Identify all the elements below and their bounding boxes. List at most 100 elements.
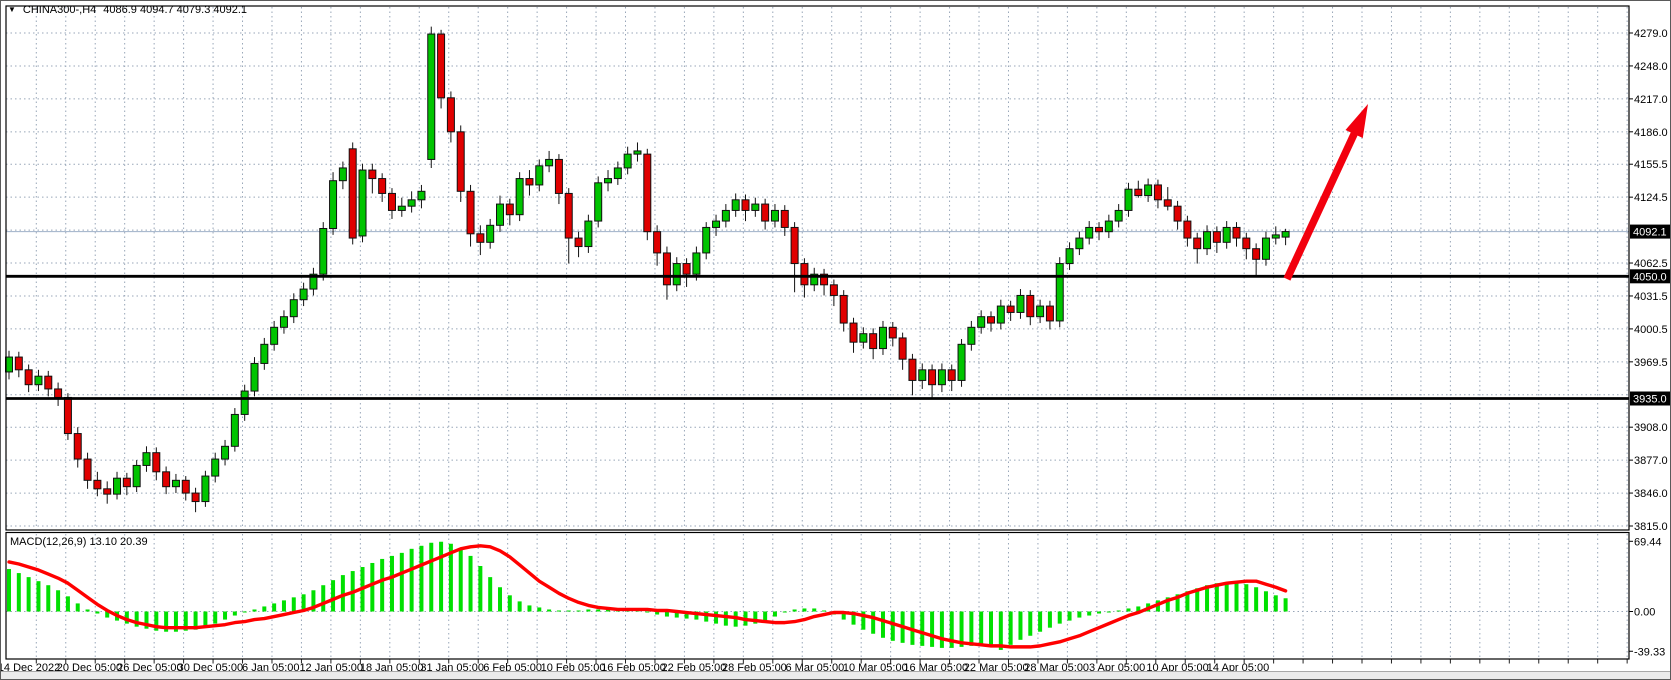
candle-bear — [191, 492, 200, 503]
candle-bull — [702, 226, 711, 254]
candle-bull — [1271, 234, 1280, 239]
candle-bull — [594, 182, 603, 222]
candle-bear — [908, 358, 917, 381]
candle-bull — [211, 458, 220, 477]
candle-bull — [299, 288, 308, 301]
macd-axis-label: -39.33 — [1634, 646, 1665, 658]
candle-bull — [230, 413, 239, 447]
candle-bear — [790, 226, 799, 265]
candle-bull — [260, 343, 269, 364]
symbol-timeframe-label: CHINA300-,H4 — [22, 4, 97, 16]
dropdown-arrow-icon[interactable]: ▼ — [8, 5, 16, 14]
candle-bull — [918, 369, 927, 381]
candle-bear — [63, 396, 72, 435]
candle-bear — [24, 369, 33, 386]
candle-bull — [623, 153, 632, 169]
candle-bear — [1183, 220, 1192, 239]
candle-bear — [741, 199, 750, 211]
price-axis-label: 4062.5 — [1634, 258, 1668, 270]
macd-indicator-label: MACD(12,26,9) 13.10 20.39 — [10, 536, 148, 548]
candle-bear — [1134, 188, 1143, 197]
candle-bear — [162, 471, 171, 488]
candle-bear — [181, 479, 190, 494]
price-tag-label: 3935.0 — [1633, 394, 1667, 406]
candle-bull — [142, 452, 151, 466]
symbol-title: ▼ CHINA300-,H4 4086.9 4094.7 4079.3 4092… — [8, 4, 247, 16]
candle-bull — [221, 445, 230, 460]
candle-bull — [1104, 220, 1113, 233]
candle-bull — [1085, 226, 1094, 239]
candle-bear — [54, 388, 63, 398]
price-tag-current-price — [1630, 224, 1670, 239]
trend-arrow[interactable] — [1283, 104, 1368, 281]
candle-bull — [358, 169, 367, 237]
macd-axis-label: 0.00 — [1634, 607, 1655, 619]
candle-bull — [770, 209, 779, 222]
candle-bear — [820, 273, 829, 286]
candle-bear — [152, 452, 161, 473]
candle-bull — [397, 205, 406, 211]
candle-bull — [977, 316, 986, 328]
candle-bull — [721, 209, 730, 222]
candle-bull — [1075, 237, 1084, 250]
candle-bear — [947, 369, 956, 381]
candle-bull — [1222, 226, 1231, 243]
candle-bear — [662, 252, 671, 286]
price-tag-label: 4050.0 — [1633, 271, 1667, 283]
candle-bull — [319, 228, 328, 275]
candle-bear — [466, 190, 475, 235]
candle-bear — [368, 169, 377, 180]
candle-bull — [1144, 184, 1153, 197]
candle-bear — [1252, 248, 1261, 260]
candle-bear — [928, 369, 937, 386]
candle-bear — [761, 203, 770, 222]
candle-bull — [1016, 294, 1025, 313]
price-axis-label: 4217.0 — [1634, 94, 1668, 106]
candle-bear — [93, 479, 102, 490]
candle-bear — [564, 192, 573, 239]
candle-bull — [535, 165, 544, 186]
candle-bull — [417, 190, 426, 201]
candle-bull — [309, 273, 318, 290]
candle-bear — [869, 333, 878, 350]
candle-bull — [957, 343, 966, 381]
candle-bull — [1124, 188, 1133, 211]
candle-bull — [672, 263, 681, 286]
candle-bear — [1006, 305, 1015, 313]
price-axis-label: 4248.0 — [1634, 61, 1668, 73]
price-tag-level — [1630, 391, 1670, 406]
candle-bear — [653, 231, 662, 254]
candle-bear — [1163, 199, 1172, 207]
candle-bull — [1114, 209, 1123, 222]
candle-bear — [73, 433, 82, 460]
price-axis-label: 3969.5 — [1634, 357, 1668, 369]
candle-bear — [1095, 226, 1104, 233]
candle-bear — [780, 209, 789, 228]
candle-bull — [604, 178, 613, 184]
candle-bear — [505, 203, 514, 216]
candle-bear — [1212, 231, 1221, 243]
candle-bear — [1232, 226, 1241, 239]
candle-bull — [545, 158, 554, 167]
candle-bull — [1065, 248, 1074, 265]
candle-bull — [996, 305, 1005, 324]
candle-bull — [1281, 231, 1290, 238]
price-axis-label: 3908.0 — [1634, 422, 1668, 434]
candle-bear — [122, 477, 131, 488]
candle-bull — [712, 220, 721, 228]
candle-bull — [171, 479, 180, 488]
candle-bear — [1193, 237, 1202, 250]
candle-bull — [810, 273, 819, 286]
candle-bull — [633, 150, 642, 155]
candle-bull — [289, 299, 298, 318]
candle-bear — [888, 326, 897, 339]
candle-bear — [829, 284, 838, 296]
candle-bull — [34, 375, 43, 386]
candle-bull — [250, 362, 259, 392]
candle-bear — [987, 316, 995, 324]
candle-bull — [407, 199, 416, 207]
candle-bull — [496, 203, 504, 226]
candle-bear — [849, 322, 858, 343]
